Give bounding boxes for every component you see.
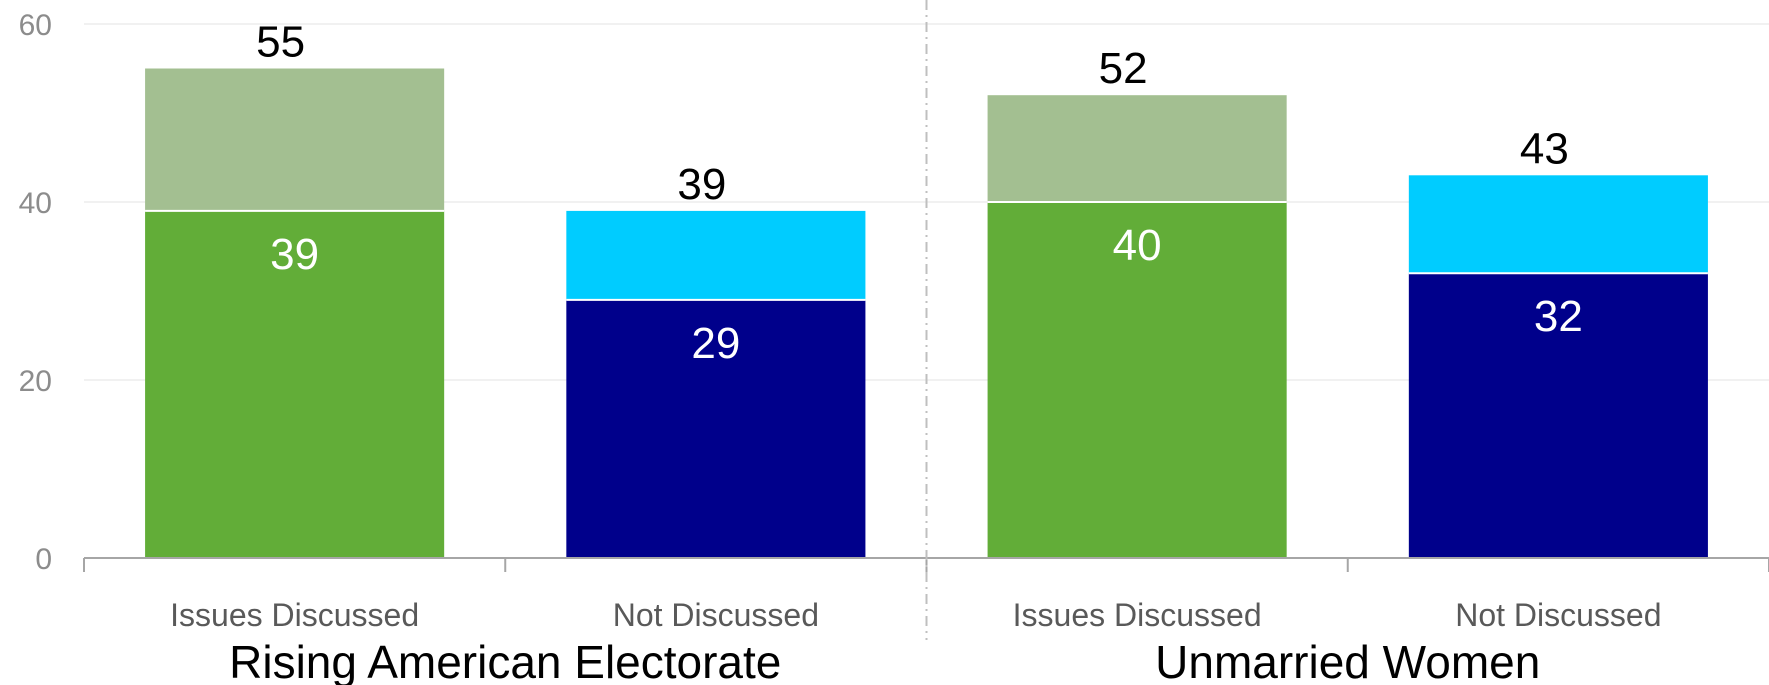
category-label: Not Discussed bbox=[1455, 597, 1661, 633]
total-value-label: 55 bbox=[256, 18, 305, 67]
total-value-label: 52 bbox=[1099, 44, 1148, 93]
bars bbox=[145, 68, 1708, 558]
group-label: Rising American Electorate bbox=[229, 636, 781, 685]
bar-segment-top bbox=[145, 68, 445, 211]
bar-segment-top bbox=[987, 95, 1287, 202]
bar-segment-base bbox=[566, 299, 866, 558]
base-value-label: 32 bbox=[1534, 292, 1583, 341]
bar-segment-base bbox=[145, 210, 445, 558]
base-value-label: 40 bbox=[1113, 221, 1162, 270]
bar-segment-top bbox=[566, 210, 866, 300]
x-axis bbox=[83, 0, 1769, 640]
bar-segment-base bbox=[987, 202, 1287, 558]
base-value-label: 39 bbox=[270, 230, 319, 279]
base-value-label: 29 bbox=[691, 319, 740, 368]
category-label: Issues Discussed bbox=[170, 597, 419, 633]
category-label: Issues Discussed bbox=[1013, 597, 1262, 633]
bar-segment-top bbox=[1408, 175, 1708, 274]
total-value-label: 43 bbox=[1520, 124, 1569, 173]
y-tick-label: 60 bbox=[19, 9, 52, 42]
y-axis: 0 20 40 60 bbox=[19, 9, 52, 576]
category-label: Not Discussed bbox=[613, 597, 819, 633]
bar-segment-base bbox=[1408, 273, 1708, 558]
y-tick-label: 0 bbox=[35, 543, 52, 576]
y-tick-label: 20 bbox=[19, 365, 52, 398]
group-label: Unmarried Women bbox=[1155, 636, 1540, 685]
total-value-label: 39 bbox=[677, 160, 726, 209]
y-tick-label: 40 bbox=[19, 187, 52, 220]
